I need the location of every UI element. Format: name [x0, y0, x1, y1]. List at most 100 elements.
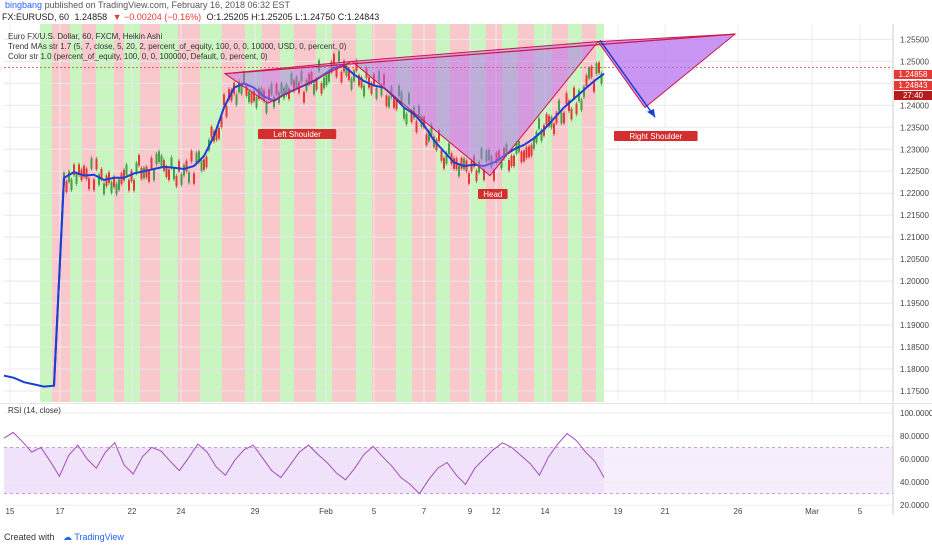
candle [600, 73, 603, 84]
rsi-chart[interactable]: 100.0000 80.0000 60.0000 40.0000 20.0000 15 17… [0, 403, 932, 515]
candle [300, 71, 303, 82]
candle [275, 83, 278, 95]
candle [595, 63, 598, 74]
candle [93, 179, 95, 191]
candle [170, 157, 173, 168]
candle [585, 75, 588, 86]
candle [265, 102, 268, 113]
x-tick-label: 21 [661, 507, 670, 515]
candle [430, 124, 433, 136]
candle [273, 96, 275, 108]
candle [295, 76, 298, 88]
candle [153, 169, 155, 181]
candle [193, 173, 195, 184]
y-tick-label: 1.17500 [900, 387, 929, 396]
candle [103, 183, 105, 195]
candle [173, 168, 175, 180]
candle [458, 165, 460, 177]
candle [73, 164, 75, 176]
candle [145, 166, 148, 178]
rsi-y-tick-label: 60.0000 [900, 455, 929, 464]
candle [403, 108, 405, 119]
regime-band [596, 24, 604, 402]
candle [235, 94, 238, 105]
price-chart[interactable]: 1.255001.250001.245001.240001.235001.230… [0, 24, 932, 403]
candle [393, 97, 395, 108]
author-link[interactable]: bingbang [5, 0, 43, 10]
candle [470, 160, 473, 172]
regime-band [178, 24, 200, 402]
y-tick-label: 1.23000 [900, 145, 929, 154]
candle [190, 151, 193, 162]
candle [248, 91, 250, 102]
candle [70, 179, 73, 190]
regime-band [222, 24, 245, 402]
candle [570, 108, 573, 120]
candle [563, 112, 565, 124]
candle [198, 151, 200, 162]
candle [220, 116, 223, 128]
candle [95, 158, 98, 170]
candle [158, 151, 160, 162]
regime-band [160, 24, 178, 402]
x-tick-label: 9 [468, 507, 473, 515]
footer: Created with ☁ TradingView [0, 532, 932, 550]
candle [65, 181, 68, 192]
head-shoulders-pattern: Left Shoulder Head Right Shoulder [223, 33, 737, 199]
x-tick-label: Mar [805, 507, 819, 515]
candle [105, 175, 108, 187]
candle [90, 158, 93, 169]
neckline [224, 33, 736, 75]
candle [380, 85, 383, 96]
candle [463, 158, 465, 169]
candle [168, 169, 170, 181]
candle [325, 74, 328, 86]
candle [323, 77, 325, 89]
candle [133, 180, 135, 191]
candle [140, 168, 143, 179]
candle [438, 130, 440, 142]
candle [318, 60, 320, 71]
tradingview-link[interactable]: TradingView [74, 532, 124, 542]
rsi-band-ext [604, 447, 893, 494]
candle [163, 160, 165, 171]
candle [405, 113, 408, 125]
y-tick-label: 1.23500 [900, 123, 929, 132]
candle [188, 172, 190, 183]
candle [448, 143, 450, 154]
candle [425, 134, 428, 146]
rsi-y-tick-label: 100.0000 [900, 409, 932, 418]
projection-arrow [599, 39, 656, 118]
price-change: ▼ −0.00204 (−0.16%) [112, 12, 202, 22]
candle [223, 94, 225, 106]
candle [428, 130, 430, 142]
candle [320, 83, 323, 94]
published-info: published on TradingView.com, February 1… [44, 0, 291, 10]
regime-band [582, 24, 596, 402]
candle [240, 83, 243, 94]
candle [165, 166, 168, 177]
candle [135, 162, 138, 174]
candle [100, 168, 103, 180]
candle [110, 182, 113, 193]
rsi-band [4, 447, 604, 494]
candle [253, 90, 255, 102]
candle [245, 85, 248, 96]
candle [78, 164, 80, 176]
candle [593, 81, 595, 92]
candle [338, 51, 340, 62]
y-tick-label: 1.18000 [900, 365, 929, 374]
candle [475, 170, 478, 182]
legend-trend-mas: Trend MAs str 1.7 (5, 7, close, 5, 20, 2… [8, 42, 347, 51]
candle [370, 83, 373, 94]
x-tick-label: 5 [372, 507, 377, 515]
y-tick-label: 1.21000 [900, 233, 929, 242]
candle [315, 79, 318, 90]
candle [270, 83, 273, 95]
candle [138, 155, 140, 166]
candle [540, 130, 543, 141]
head-label: Head [483, 190, 502, 199]
candle [555, 112, 558, 124]
head-shape [350, 40, 600, 177]
projection-arrowhead [647, 108, 655, 118]
